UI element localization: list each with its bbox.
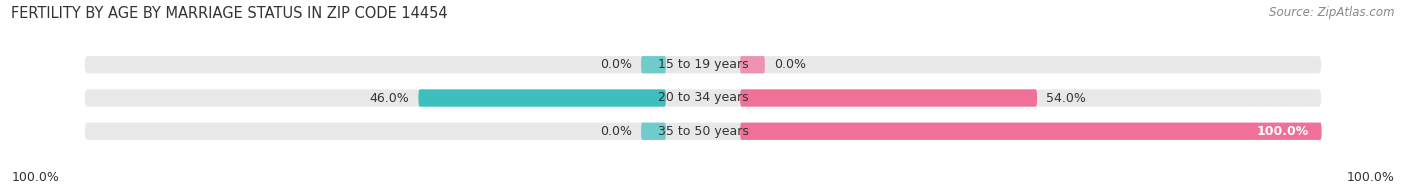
Text: 0.0%: 0.0% [600, 58, 631, 71]
FancyBboxPatch shape [84, 123, 1322, 140]
Text: 0.0%: 0.0% [775, 58, 806, 71]
FancyBboxPatch shape [641, 56, 666, 73]
Legend: Married, Unmarried: Married, Unmarried [613, 192, 793, 196]
Text: 46.0%: 46.0% [370, 92, 409, 104]
FancyBboxPatch shape [419, 89, 666, 107]
FancyBboxPatch shape [641, 123, 666, 140]
FancyBboxPatch shape [84, 89, 1322, 107]
Text: 100.0%: 100.0% [11, 171, 59, 184]
Text: 20 to 34 years: 20 to 34 years [658, 92, 748, 104]
Text: 100.0%: 100.0% [1257, 125, 1309, 138]
FancyBboxPatch shape [740, 123, 1322, 140]
Text: 0.0%: 0.0% [600, 125, 631, 138]
Text: 15 to 19 years: 15 to 19 years [658, 58, 748, 71]
FancyBboxPatch shape [740, 89, 1038, 107]
Text: 35 to 50 years: 35 to 50 years [658, 125, 748, 138]
FancyBboxPatch shape [84, 56, 1322, 73]
Text: Source: ZipAtlas.com: Source: ZipAtlas.com [1270, 6, 1395, 19]
Text: 54.0%: 54.0% [1046, 92, 1087, 104]
Text: 100.0%: 100.0% [1347, 171, 1395, 184]
FancyBboxPatch shape [740, 56, 765, 73]
Text: FERTILITY BY AGE BY MARRIAGE STATUS IN ZIP CODE 14454: FERTILITY BY AGE BY MARRIAGE STATUS IN Z… [11, 6, 449, 21]
